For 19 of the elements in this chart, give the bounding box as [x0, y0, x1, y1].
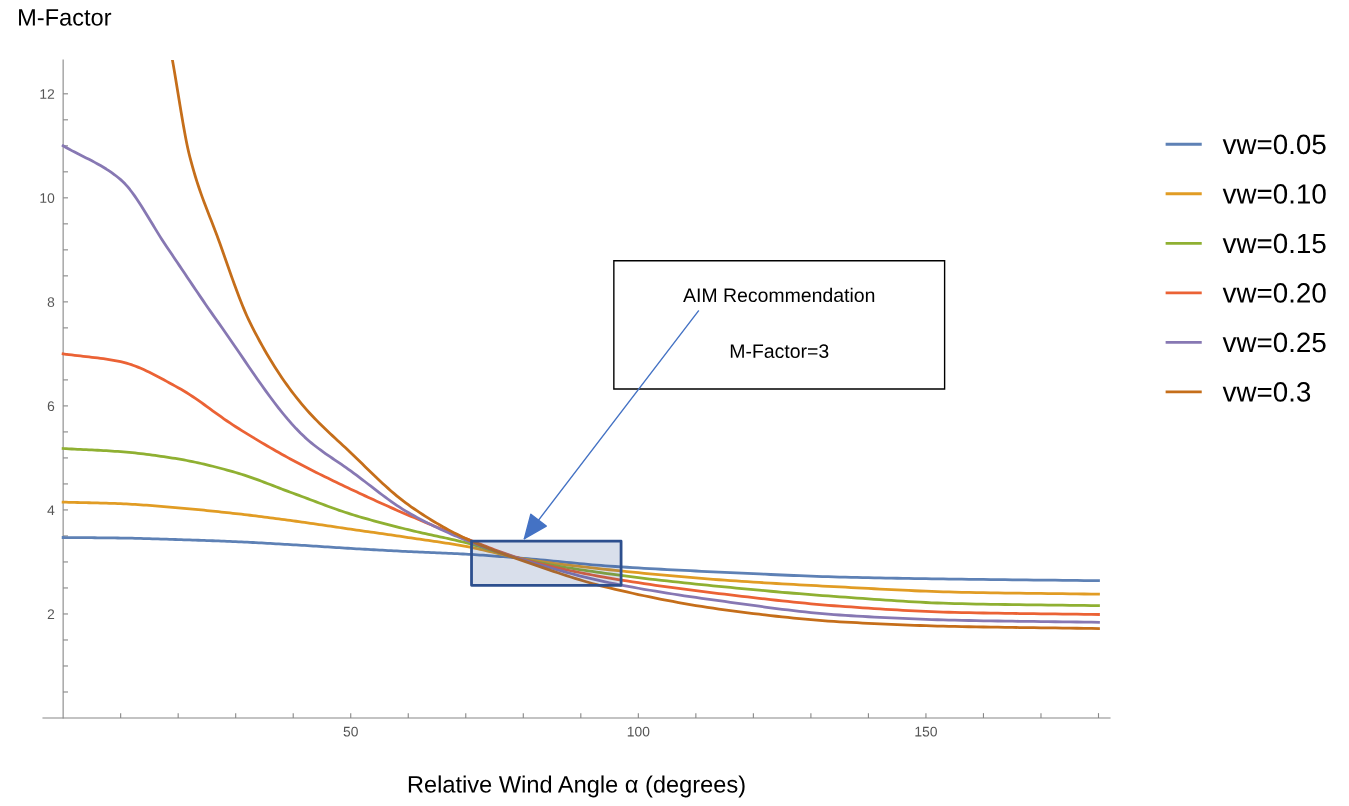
legend-label: vw=0.10 [1222, 184, 1326, 204]
y-axis-title: M-Factor [19, 9, 112, 26]
annotation: AIM Recommendation [683, 287, 875, 303]
legend-label: vw=0.15 [1222, 233, 1326, 254]
annotation: M-Factor=3 [730, 344, 829, 359]
legend-label: vw=0.3 [1222, 382, 1311, 402]
legend-label: vw=0.05 [1222, 134, 1326, 155]
y-tick-label: 4 [47, 505, 55, 515]
x-tick-label: 50 [343, 726, 358, 737]
legend-label: vw=0.20 [1222, 283, 1326, 303]
y-tick-label: 12 [40, 89, 55, 99]
y-tick-label: 8 [47, 297, 55, 308]
x-tick-label: 100 [627, 726, 650, 737]
x-axis-title: Relative Wind Angle α (degrees) [408, 775, 745, 798]
y-tick-label: 2 [47, 609, 55, 619]
y-tick-label: 6 [47, 401, 55, 412]
legend-label: vw=0.25 [1222, 332, 1326, 353]
x-tick-label: 150 [915, 726, 937, 737]
y-tick-label: 10 [40, 193, 55, 204]
